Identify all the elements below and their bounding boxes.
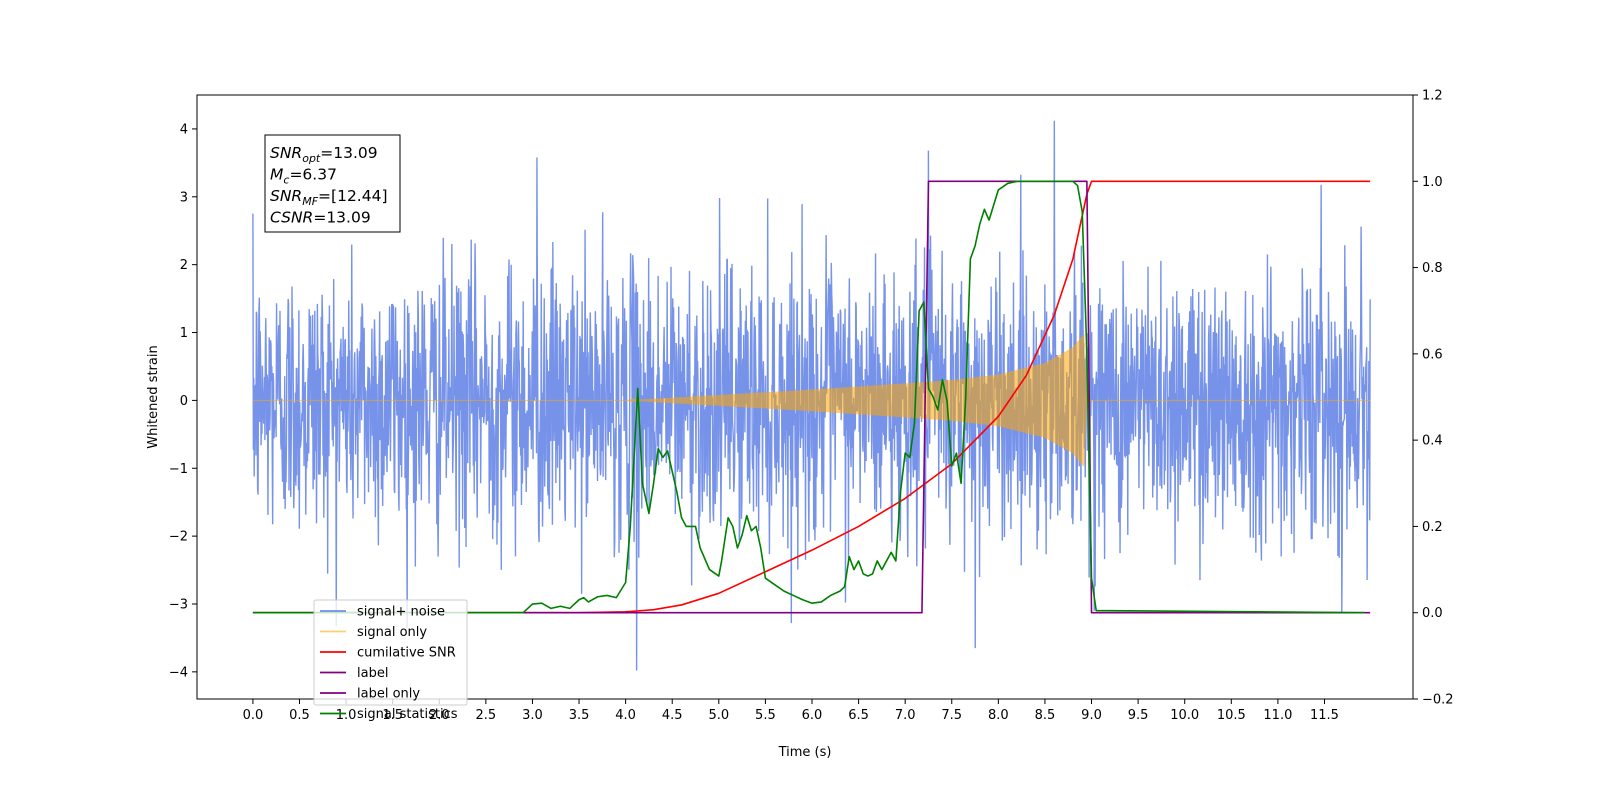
series-layer (252, 120, 1371, 671)
legend-label: signal+ noise (357, 605, 445, 620)
y-tick-label: 3 (180, 190, 188, 205)
y-tick-label: 0 (180, 394, 188, 409)
x-tick-label: 11.0 (1263, 708, 1292, 723)
annotation-line: SNRopt=13.09 (270, 144, 378, 165)
y-tick-label: −2 (169, 530, 188, 545)
y-tick-label: 1 (180, 326, 188, 341)
x-tick-label: 4.0 (615, 708, 636, 723)
x-tick-label: 0.5 (289, 708, 310, 723)
x-tick-label: 8.0 (988, 708, 1009, 723)
x-tick-label: 10.0 (1170, 708, 1199, 723)
x-tick-label: 0.0 (243, 708, 264, 723)
y-tick-label: 4 (180, 122, 188, 137)
x-axis-label: Time (s) (778, 745, 832, 760)
legend-label: label only (357, 687, 420, 702)
y-tick-label: −3 (169, 597, 188, 612)
y2-tick-label: 0.0 (1422, 606, 1443, 621)
x-tick-label: 1.5 (382, 708, 403, 723)
x-tick-label: 7.5 (941, 708, 962, 723)
series-label (252, 180, 1371, 614)
series-signal-statistics (252, 180, 1365, 614)
y2-tick-label: 1.0 (1422, 175, 1443, 190)
x-tick-label: 5.0 (708, 708, 729, 723)
y2-tick-label: 0.6 (1422, 347, 1443, 362)
legend-label: cumilative SNR (357, 646, 456, 661)
series-cumulative-snr (252, 180, 1371, 614)
x-tick-label: 8.5 (1035, 708, 1056, 723)
y2-tick-label: 0.2 (1422, 520, 1443, 535)
series-signal-only (252, 334, 1371, 467)
snr-annotation-box: SNRopt=13.09Mc=6.37SNRMF=[12.44]CSNR=13.… (264, 134, 401, 233)
y-tick-label: −4 (169, 665, 188, 680)
x-tick-label: 9.5 (1128, 708, 1149, 723)
y2-tick-label: 0.8 (1422, 261, 1443, 276)
series-signal-noise (252, 120, 1371, 671)
x-tick-label: 6.0 (802, 708, 823, 723)
plot-frame (196, 94, 1414, 700)
x-tick-label: 3.0 (522, 708, 543, 723)
x-tick-label: 3.5 (569, 708, 590, 723)
axes-layer: 0.0 0.5 1.0 1.5 2.0 2.5 3.0 3.5 4.0 4.5 5.0 5.5 6.0 6… (169, 89, 1454, 724)
x-tick-label: 1.0 (336, 708, 357, 723)
x-tick-label: 10.5 (1217, 708, 1246, 723)
legend-frame (313, 599, 468, 706)
y2-tick-label: −0.2 (1422, 693, 1454, 708)
y-tick-label: 2 (180, 258, 188, 273)
y2-tick-label: 1.2 (1422, 89, 1443, 104)
annotation-frame (264, 134, 401, 233)
annotation-line: SNRMF=[12.44] (270, 187, 388, 208)
legend-label: label (357, 666, 388, 681)
legend-label: signal only (357, 625, 427, 640)
legend: signal+ noise signal only cumilative SNR la… (313, 599, 468, 722)
x-tick-label: 4.5 (662, 708, 683, 723)
annotation-line: CSNR=13.09 (270, 209, 371, 227)
y-axis-label: Whitened strain (146, 345, 161, 448)
x-tick-label: 9.0 (1081, 708, 1102, 723)
x-tick-label: 6.5 (848, 708, 869, 723)
x-tick-label: 2.5 (476, 708, 497, 723)
x-tick-label: 2.0 (429, 708, 450, 723)
y-tick-label: −1 (169, 462, 188, 477)
x-tick-label: 7.0 (895, 708, 916, 723)
y2-tick-label: 0.4 (1422, 434, 1443, 449)
legend-label: signal statistics (357, 707, 458, 722)
x-tick-label: 11.5 (1310, 708, 1339, 723)
x-tick-label: 5.5 (755, 708, 776, 723)
annotation-line: Mc=6.37 (270, 166, 337, 187)
